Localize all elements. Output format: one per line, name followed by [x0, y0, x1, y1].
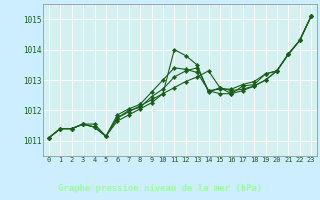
- Text: Graphe pression niveau de la mer (hPa): Graphe pression niveau de la mer (hPa): [58, 184, 262, 193]
